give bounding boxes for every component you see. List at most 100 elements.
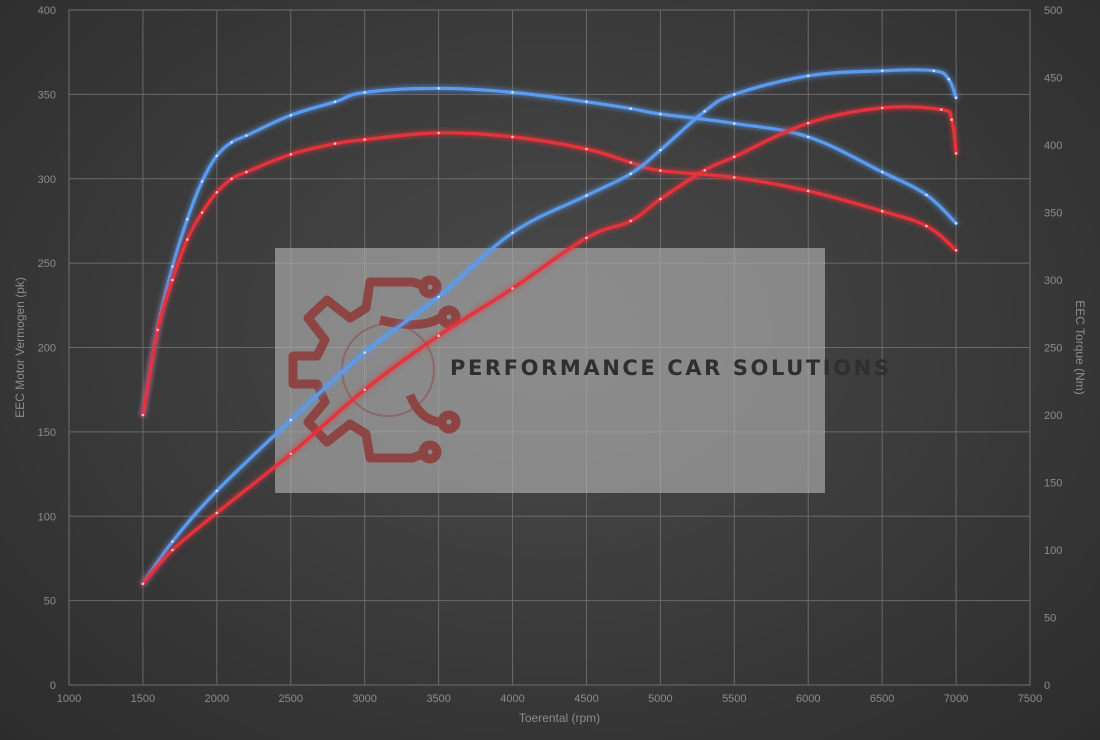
x-tick-label: 1500 bbox=[131, 693, 155, 705]
data-point bbox=[925, 224, 928, 228]
data-point bbox=[437, 131, 440, 135]
data-point bbox=[511, 135, 514, 139]
x-tick-label: 2000 bbox=[205, 693, 229, 705]
data-point bbox=[954, 152, 958, 155]
x-tick-label: 7500 bbox=[1018, 693, 1042, 705]
data-point bbox=[437, 334, 440, 338]
data-point bbox=[511, 91, 514, 94]
data-point bbox=[363, 91, 367, 94]
data-point bbox=[215, 489, 219, 493]
data-point bbox=[437, 87, 440, 90]
data-point bbox=[230, 141, 233, 144]
data-point bbox=[806, 189, 810, 193]
data-point bbox=[940, 108, 943, 111]
data-point bbox=[629, 161, 633, 164]
x-tick-label: 6500 bbox=[870, 693, 894, 705]
y-right-tick-label: 250 bbox=[1044, 343, 1062, 355]
data-point bbox=[733, 155, 736, 159]
data-point bbox=[171, 540, 174, 543]
watermark: PERFORMANCE CAR SOLUTIONS bbox=[275, 248, 892, 493]
y-right-tick-label: 300 bbox=[1044, 275, 1062, 287]
x-tick-label: 4000 bbox=[500, 693, 524, 705]
data-point bbox=[585, 147, 588, 151]
data-point bbox=[289, 418, 293, 422]
data-point bbox=[733, 93, 736, 96]
data-point bbox=[245, 134, 248, 137]
data-point bbox=[156, 328, 159, 332]
series-line-torque-tuned bbox=[141, 86, 958, 417]
data-point bbox=[806, 121, 810, 125]
data-point bbox=[659, 148, 662, 152]
data-point bbox=[333, 100, 337, 104]
y-left-tick-label: 200 bbox=[38, 343, 56, 355]
y-right-tick-label: 200 bbox=[1044, 410, 1062, 422]
series-power-tuned bbox=[141, 68, 958, 586]
data-point bbox=[245, 170, 248, 174]
x-tick-label: 1000 bbox=[57, 693, 81, 705]
y-right-tick-label: 450 bbox=[1044, 73, 1062, 85]
y-left-tick-label: 350 bbox=[38, 89, 56, 101]
data-point bbox=[585, 194, 588, 197]
data-point bbox=[950, 118, 953, 121]
data-point bbox=[437, 295, 440, 299]
data-point bbox=[141, 582, 145, 586]
data-point bbox=[289, 452, 293, 456]
data-point bbox=[215, 154, 219, 158]
data-point bbox=[629, 172, 633, 175]
y-right-axis-title: EEC Torque (Nm) bbox=[1073, 300, 1087, 394]
data-point bbox=[880, 209, 884, 213]
data-point bbox=[806, 74, 810, 78]
data-point bbox=[733, 176, 736, 179]
plot-frame bbox=[68, 9, 1031, 686]
data-point bbox=[171, 548, 174, 552]
data-point bbox=[363, 351, 367, 354]
data-point bbox=[200, 180, 204, 183]
data-point bbox=[659, 169, 662, 172]
series-power-stock bbox=[141, 105, 958, 586]
y-right-tick-label: 100 bbox=[1044, 545, 1062, 557]
data-point bbox=[333, 142, 337, 145]
series-line-power-stock bbox=[141, 105, 958, 586]
data-point bbox=[585, 236, 588, 240]
x-tick-label: 5000 bbox=[648, 693, 672, 705]
data-point bbox=[511, 287, 514, 290]
data-point bbox=[215, 511, 219, 515]
x-tick-label: 4500 bbox=[574, 693, 598, 705]
data-point bbox=[171, 265, 174, 268]
x-tick-label: 3500 bbox=[426, 693, 450, 705]
data-point bbox=[141, 413, 145, 417]
data-point bbox=[880, 69, 884, 73]
data-point bbox=[659, 112, 662, 116]
y-left-tick-label: 150 bbox=[38, 427, 56, 439]
data-point bbox=[880, 170, 884, 174]
data-point bbox=[186, 238, 189, 241]
series-line-torque-stock bbox=[141, 131, 958, 417]
x-axis-title: Toerental (rpm) bbox=[519, 711, 600, 725]
data-point bbox=[511, 231, 514, 235]
gear-circuit-logo-icon bbox=[288, 275, 461, 464]
y-left-tick-label: 100 bbox=[38, 511, 56, 523]
data-point bbox=[954, 96, 958, 100]
series-lines bbox=[141, 68, 958, 586]
data-point bbox=[200, 211, 204, 214]
data-point bbox=[363, 388, 367, 392]
data-point bbox=[925, 193, 928, 197]
y-left-tick-label: 250 bbox=[38, 258, 56, 270]
y-left-tick-label: 0 bbox=[50, 680, 56, 692]
y-left-axis-title: EEC Motor Vermogen (pk) bbox=[13, 277, 27, 418]
x-tick-label: 6000 bbox=[796, 693, 820, 705]
data-point bbox=[954, 222, 958, 225]
data-point bbox=[880, 106, 884, 110]
axes: 1000 1500 2000 2500 3000 3500 4000 4500 5000 5500… bbox=[13, 5, 1087, 725]
data-point bbox=[733, 122, 736, 125]
data-point bbox=[289, 114, 293, 117]
data-point bbox=[806, 135, 810, 139]
watermark-text: PERFORMANCE CAR SOLUTIONS bbox=[450, 356, 892, 380]
data-point bbox=[629, 107, 633, 110]
data-point bbox=[954, 249, 958, 252]
data-point bbox=[932, 69, 936, 73]
data-point bbox=[629, 219, 633, 223]
y-right-tick-label: 50 bbox=[1044, 613, 1056, 625]
data-point bbox=[171, 278, 174, 282]
